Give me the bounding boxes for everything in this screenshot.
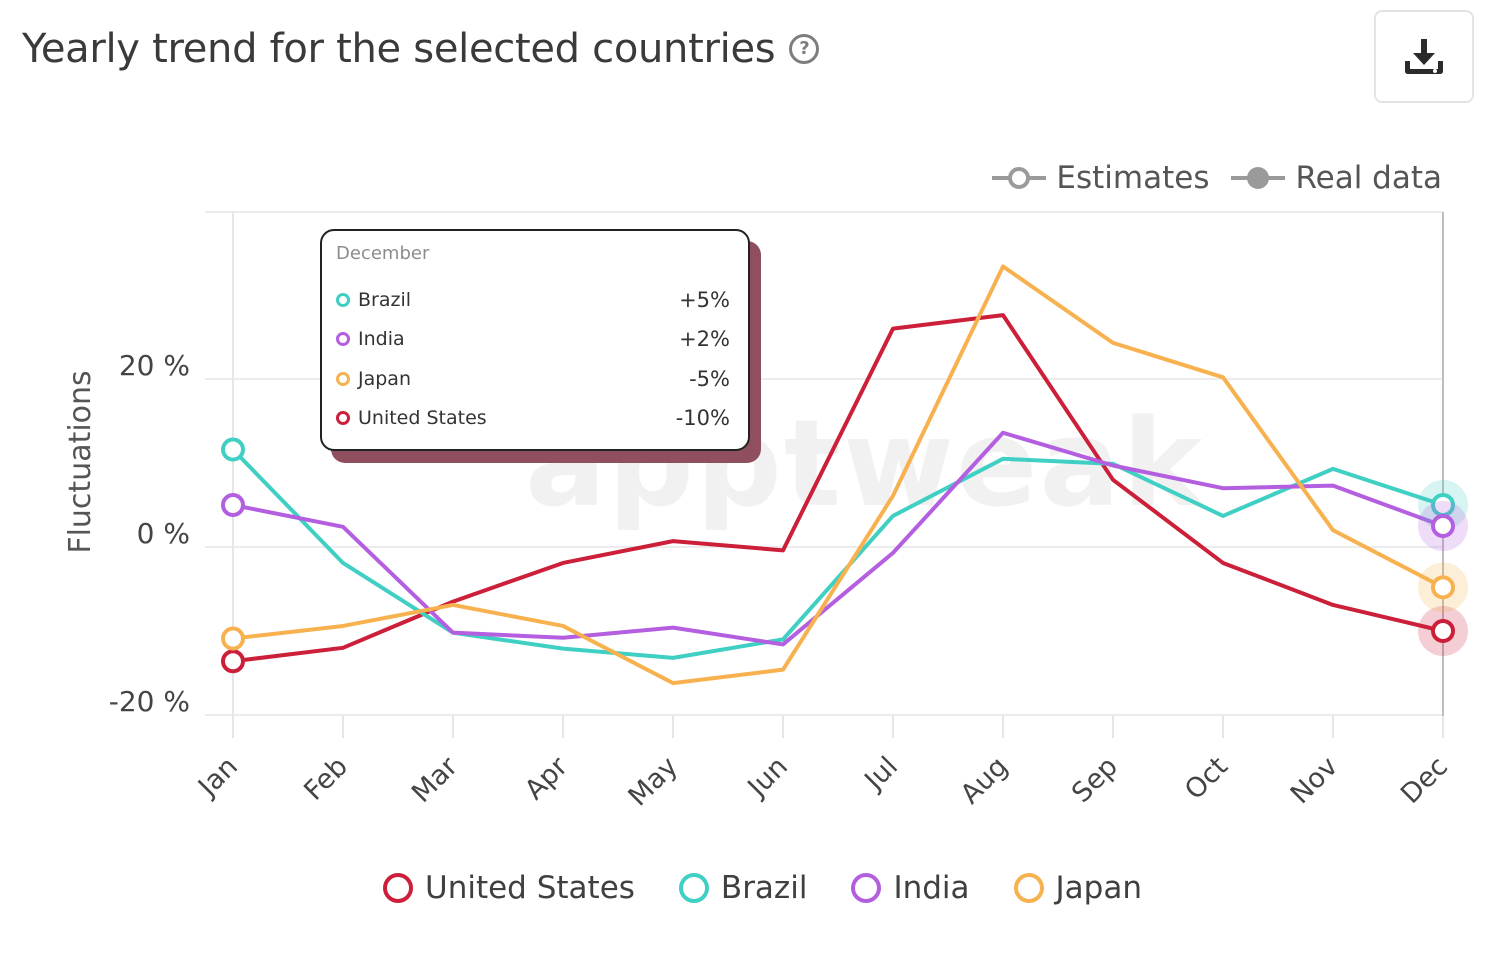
marker-japan-jan [221,626,245,651]
data-type-legend: Estimates Real data [970,160,1442,196]
tooltip-row-india: India +2% [336,320,730,360]
tooltip-row-value: +2% [679,327,730,352]
hollow-marker-icon [992,167,1047,189]
india-ring-icon [851,873,882,903]
y-axis-title: Fluctuations [63,370,98,553]
download-icon [1405,38,1443,74]
marker-india-jan [221,493,245,517]
download-button[interactable] [1374,10,1474,103]
x-tick-label: Oct [1179,751,1234,806]
series-line-brazil [231,447,1445,660]
y-tick-label: -20 % [109,685,190,718]
question-mark-circle-icon[interactable]: ? [789,34,820,64]
x-tick-label: Mar [406,750,465,809]
series-legend: United States Brazil India Japan [383,870,1142,906]
y-tick-label: 20 % [119,349,190,382]
tooltip-row-name: Brazil [358,288,412,311]
x-tick-label: Apr [519,750,575,806]
x-tick-label: Jan [191,751,244,804]
legend-item-brazil[interactable]: Brazil [678,870,808,906]
legend-estimates-label: Estimates [1056,160,1210,196]
tooltip-row-brazil: Brazil +5% [336,280,730,320]
japan-dot-icon [336,371,350,386]
marker-japan-dec [1431,575,1455,600]
chart-title: Yearly trend for the selected countries … [22,26,820,72]
x-tick-label: May [623,751,684,812]
legend-item-united-states[interactable]: United States [383,870,635,906]
legend-real-data-label: Real data [1295,160,1442,196]
y-tick-label: 0 % [137,517,190,550]
tooltip-row-name: India [358,328,405,351]
x-tick-label: Feb [298,751,354,807]
series-line-japan [231,264,1445,686]
x-tick-label: Jun [741,751,794,804]
legend-item-india[interactable]: India [851,870,970,906]
marker-brazil-jan [221,437,245,462]
series-line-india [231,430,1445,647]
legend-label: India [893,870,970,906]
legend-item-japan[interactable]: Japan [1013,870,1142,906]
tooltip-row-japan: Japan -5% [336,359,730,399]
legend-label: United States [425,870,635,906]
x-tick-label: Nov [1285,751,1344,810]
tooltip-row-name: United States [358,407,487,430]
tooltip: December Brazil +5% India +2% Japan -5% … [320,229,750,451]
tooltip-row-value: +5% [679,287,730,312]
tooltip-row-name: Japan [358,367,411,390]
legend-real-data[interactable]: Real data [1231,160,1442,196]
united-states-dot-icon [336,411,350,426]
tooltip-heading: December [336,243,430,264]
marker-india-dec [1431,514,1455,538]
legend-estimates[interactable]: Estimates [992,160,1209,196]
legend-label: Brazil [720,870,808,906]
india-dot-icon [336,332,350,347]
legend-label: Japan [1055,870,1142,906]
x-tick-label: Sep [1066,751,1124,809]
x-tick-label: Jul [858,751,904,797]
tooltip-row-value: -5% [689,366,730,391]
x-tick-label: Aug [955,751,1014,810]
japan-ring-icon [1013,873,1044,903]
x-tick-label: Dec [1395,751,1454,810]
filled-marker-icon [1231,167,1286,189]
marker-united-states-dec [1431,619,1455,643]
tooltip-row-value: -10% [675,406,730,431]
tooltip-row-united-states: United States -10% [336,399,730,439]
united-states-ring-icon [383,873,413,903]
marker-united-states-jan [221,649,245,674]
brazil-dot-icon [336,292,350,307]
brazil-ring-icon [678,873,709,903]
chart-title-text: Yearly trend for the selected countries [22,26,776,72]
